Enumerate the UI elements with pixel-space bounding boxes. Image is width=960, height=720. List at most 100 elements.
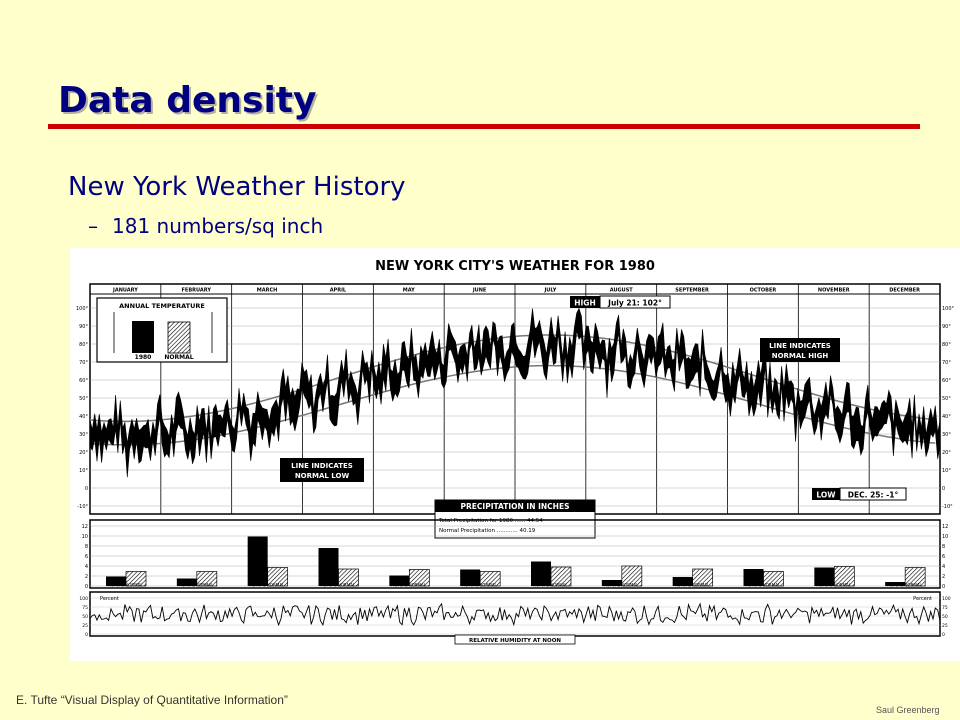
precipitation-normal-bar xyxy=(692,568,714,587)
precipitation-actual-bar xyxy=(672,577,693,586)
precipitation-normal-bar xyxy=(833,566,855,587)
month-label: JUNE xyxy=(472,288,487,294)
precipitation-tick-right: 10 xyxy=(942,534,948,540)
precipitation-actual-bar xyxy=(814,567,835,586)
normal-low-label-line1: LINE INDICATES xyxy=(291,462,353,470)
precipitation-axis-right: 12 10 8 6 4 2 0 xyxy=(942,524,948,590)
precipitation-normal-bar xyxy=(196,571,218,587)
precipitation-normal-bar xyxy=(550,566,572,587)
humidity-tick-right: 50 xyxy=(942,614,948,620)
precipitation-normal-bar xyxy=(125,571,147,587)
humidity-left-tag: Percent xyxy=(100,596,119,602)
temperature-tick-left: 0 xyxy=(85,486,88,492)
slide-title: Data density xyxy=(58,80,317,121)
precipitation-normal-bar xyxy=(267,567,289,587)
precipitation-actual-bar xyxy=(460,569,481,586)
annual-temperature-title: ANNUAL TEMPERATURE xyxy=(119,302,205,310)
precipitation-title: PRECIPITATION IN INCHES xyxy=(461,502,570,511)
annual-normal-label: NORMAL xyxy=(164,354,193,361)
precipitation-tick-left: 6 xyxy=(85,554,88,560)
precipitation-tick-right: 0 xyxy=(942,584,945,590)
precipitation-actual-bar xyxy=(247,536,268,586)
month-label: SEPTEMBER xyxy=(675,288,709,294)
weather-chart-image: NEW YORK CITY'S WEATHER FOR 1980 JANUARY… xyxy=(70,248,960,661)
precipitation-bar-label: ACTUAL NORMAL xyxy=(179,583,214,588)
precipitation-tick-right: 8 xyxy=(942,544,945,550)
sub-bullet-dash: – xyxy=(88,214,98,238)
author-credit: Saul Greenberg xyxy=(876,705,940,715)
humidity-right-tag: Percent xyxy=(913,596,932,602)
precipitation-bar-label: ACTUAL NORMAL xyxy=(533,583,568,588)
temperature-tick-right: 100° xyxy=(942,306,955,312)
precipitation-total: Total Precipitation for 1980 ...... 44.5… xyxy=(438,518,543,524)
temperature-tick-left: -10° xyxy=(77,504,88,510)
humidity-line xyxy=(89,602,941,627)
daily-temperature-band xyxy=(89,307,941,478)
humidity-label-box xyxy=(454,634,576,645)
annual-temperature-inset: ANNUAL TEMPERATURE 1980 NORMAL xyxy=(96,297,228,363)
temperature-tick-left: 40° xyxy=(79,414,88,420)
temperature-tick-right: 10° xyxy=(942,468,951,474)
humidity-tick-right: 0 xyxy=(942,632,945,638)
month-label: FEBRUARY xyxy=(182,288,212,294)
precipitation-bar-label: ACTUAL NORMAL xyxy=(675,583,710,588)
precipitation-tick-left: 12 xyxy=(82,524,88,530)
temperature-tick-right: 60° xyxy=(942,378,951,384)
temperature-tick-left: 10° xyxy=(79,468,88,474)
precipitation-normal-bar xyxy=(479,571,501,587)
precipitation-actual-bar xyxy=(601,580,622,586)
precipitation-bar-label: ACTUAL NORMAL xyxy=(746,583,781,588)
humidity-tick-right: 75 xyxy=(942,605,948,611)
month-label: MAY xyxy=(403,288,415,294)
precipitation-bar-label: ACTUAL NORMAL xyxy=(108,583,143,588)
record-low-callout: LOW DEC. 25: -1° xyxy=(812,487,907,501)
precipitation-normal-bar xyxy=(338,568,359,587)
month-label: JANUARY xyxy=(112,288,138,294)
precipitation-normal-bar xyxy=(621,565,643,587)
precipitation-bar-label: ACTUAL NORMAL xyxy=(887,583,922,588)
precipitation-normal-bar xyxy=(763,571,784,587)
record-low-label: LOW xyxy=(816,491,836,500)
temperature-tick-left: 60° xyxy=(79,378,88,384)
precipitation-panel xyxy=(89,519,941,589)
precipitation-bar-label: ACTUAL NORMAL xyxy=(462,583,497,588)
precipitation-normal-bar xyxy=(408,569,430,587)
humidity-tick-left: 75 xyxy=(82,605,88,611)
temperature-tick-left: 70° xyxy=(79,360,88,366)
temperature-tick-right: 80° xyxy=(942,342,951,348)
source-credit: E. Tufte “Visual Display of Quantitative… xyxy=(16,693,288,707)
temperature-axis-left: 100° 90° 80° 70° 60° 50° 40° 30° 20° 10° 0 -10° xyxy=(76,306,89,510)
precipitation-bar-label: ACTUAL NORMAL xyxy=(604,583,639,588)
precipitation-bars xyxy=(106,536,926,587)
precipitation-tick-right: 4 xyxy=(942,564,945,570)
precipitation-actual-bar xyxy=(885,582,906,586)
humidity-gridlines xyxy=(90,597,940,635)
humidity-tick-left: 100 xyxy=(79,596,88,602)
precipitation-bar-label: ACTUAL NORMAL xyxy=(250,583,285,588)
precipitation-actual-bar xyxy=(318,548,339,586)
month-labels: JANUARY FEBRUARY MARCH APRIL MAY JUNE JULY AUGU… xyxy=(112,288,920,294)
precipitation-bar-label: ACTUAL NORMAL xyxy=(321,583,356,588)
figure-title: NEW YORK CITY'S WEATHER FOR 1980 xyxy=(375,259,655,274)
temperature-tick-right: 90° xyxy=(942,324,951,330)
precipitation-actual-bar xyxy=(176,578,197,586)
sub-bullet-text: 181 numbers/sq inch xyxy=(112,214,324,238)
temperature-tick-right: 30° xyxy=(942,432,951,438)
normal-high-label-line1: LINE INDICATES xyxy=(769,342,831,350)
annual-normal-bar xyxy=(167,321,191,354)
temperature-tick-right: 20° xyxy=(942,450,951,456)
record-high-label: HIGH xyxy=(574,299,596,308)
precipitation-actual-bar xyxy=(743,569,764,586)
precipitation-tick-left: 10 xyxy=(82,534,88,540)
temperature-tick-left: 20° xyxy=(79,450,88,456)
temperature-tick-left: 50° xyxy=(79,396,88,402)
month-label: AUGUST xyxy=(610,288,634,294)
precipitation-tick-left: 0 xyxy=(85,584,88,590)
title-underline xyxy=(48,124,920,129)
temperature-tick-left: 90° xyxy=(79,324,88,330)
temperature-axis-right: 100° 90° 80° 70° 60° 50° 40° 30° 20° 10° 0 -10° xyxy=(942,306,955,510)
precipitation-gridlines xyxy=(90,525,940,587)
bullet-heading: New York Weather History xyxy=(68,172,406,202)
precipitation-tick-right: 6 xyxy=(942,554,945,560)
precipitation-tick-right: 2 xyxy=(942,574,945,580)
